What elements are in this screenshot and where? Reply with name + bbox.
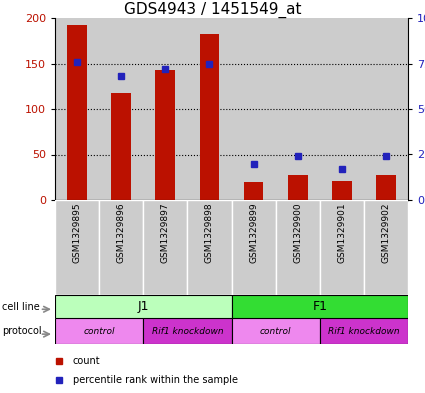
Text: Rif1 knockdown: Rif1 knockdown [328, 327, 400, 336]
Bar [99, 18, 143, 200]
Bar [232, 295, 408, 318]
Bar [55, 318, 143, 344]
Bar [187, 200, 232, 295]
Bar [143, 318, 232, 344]
Bar [232, 318, 320, 344]
Text: control: control [260, 327, 292, 336]
Bar [55, 200, 99, 295]
Bar [320, 200, 364, 295]
Text: control: control [83, 327, 115, 336]
Bar [99, 200, 143, 295]
Text: Rif1 knockdown: Rif1 knockdown [152, 327, 223, 336]
Bar [111, 93, 131, 200]
Text: GSM1329896: GSM1329896 [117, 203, 126, 263]
Bar [376, 174, 396, 200]
Bar [187, 18, 232, 200]
Bar [364, 18, 408, 200]
Bar [67, 25, 87, 200]
Text: GSM1329898: GSM1329898 [205, 203, 214, 263]
Bar [232, 200, 276, 295]
Bar [276, 18, 320, 200]
Bar [244, 182, 264, 200]
Text: cell line: cell line [2, 301, 40, 312]
Text: protocol: protocol [2, 326, 42, 336]
Bar [143, 18, 187, 200]
Text: F1: F1 [312, 300, 327, 313]
Bar [199, 34, 219, 200]
Bar [320, 18, 364, 200]
Bar [364, 200, 408, 295]
Text: GSM1329900: GSM1329900 [293, 203, 302, 263]
Text: GSM1329895: GSM1329895 [73, 203, 82, 263]
Bar [143, 200, 187, 295]
Text: GSM1329901: GSM1329901 [337, 203, 346, 263]
Text: GSM1329902: GSM1329902 [382, 203, 391, 263]
Text: count: count [73, 356, 100, 365]
Bar [276, 200, 320, 295]
Bar [232, 18, 276, 200]
Bar [55, 18, 99, 200]
Text: percentile rank within the sample: percentile rank within the sample [73, 375, 238, 386]
Text: GSM1329897: GSM1329897 [161, 203, 170, 263]
Bar [320, 318, 408, 344]
Bar [332, 181, 352, 200]
Text: GSM1329899: GSM1329899 [249, 203, 258, 263]
Bar [288, 175, 308, 200]
Bar [156, 70, 175, 200]
Bar [55, 295, 232, 318]
Text: J1: J1 [138, 300, 149, 313]
Text: GDS4943 / 1451549_at: GDS4943 / 1451549_at [124, 2, 301, 18]
